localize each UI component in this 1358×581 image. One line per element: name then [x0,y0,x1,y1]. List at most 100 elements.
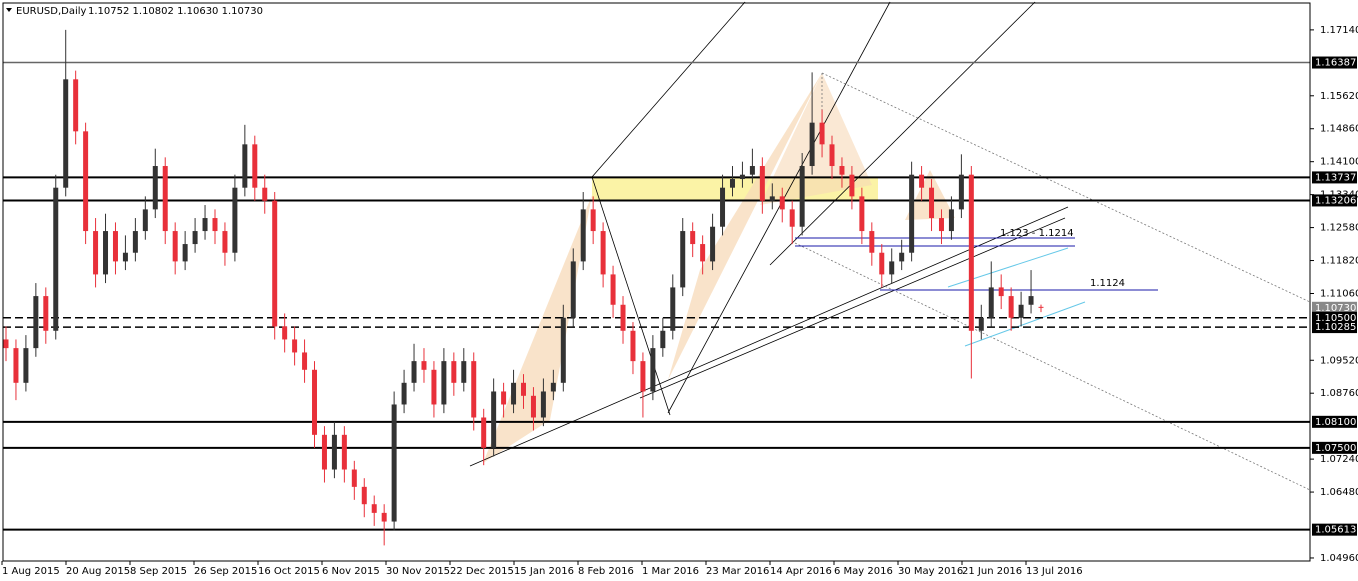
candle-body [690,231,696,245]
level-label-box [1312,415,1357,428]
candle-body [162,166,168,232]
pattern [668,73,822,380]
candle-body [511,382,517,405]
candle-body [321,434,327,470]
candle-body [1008,296,1014,318]
candle-body [998,287,1004,297]
candle-body [172,231,178,262]
level-label-box [1312,441,1357,454]
candle-body [580,209,586,262]
candle-body [759,166,765,201]
x-tick-label: 1 Mar 2016 [642,566,699,577]
candle-body [809,122,815,167]
candle-body [23,348,29,383]
candle-body [351,469,357,487]
level-label: 1.07500 [1315,443,1356,454]
candle-body [471,361,477,418]
candle-body [670,287,676,331]
annotation: 1.1124 [1090,278,1125,289]
candle-body [152,166,158,210]
candle-body [749,166,755,175]
level-label: 1.08100 [1315,417,1356,428]
candle-body [968,174,974,331]
candle-body [630,330,636,362]
y-tick-label: 1.07240 [1320,454,1358,465]
candle-body [779,196,785,210]
candle-body [550,382,556,392]
candle-body [540,391,546,418]
candle-body [909,174,915,253]
candle-body [988,287,994,318]
candle-body [1018,304,1024,318]
candle-body [302,352,308,370]
candle-body [421,361,427,370]
candle-body [948,209,954,232]
candle-body [938,218,944,232]
candle-body [929,187,935,219]
candle-body [521,382,526,396]
y-tick-label: 1.15620 [1320,91,1358,102]
zone-lines [795,237,1158,291]
candle-body [889,261,895,275]
level-label-box [1312,321,1357,334]
candle-body [590,209,596,232]
candle-body [491,391,497,448]
candle-body [262,187,268,201]
y-tick-label: 1.11060 [1320,288,1358,299]
candle-body [122,252,128,262]
annotation: 1.123 - 1.1214 [1000,228,1074,239]
candle-body [132,231,138,253]
candle-body [879,252,885,275]
candle-body [381,512,387,522]
candle-body [501,391,507,405]
candle-body [222,231,228,253]
x-tick-label: 13 Jul 2016 [1026,566,1083,577]
y-tick-label: 1.11820 [1320,256,1358,267]
candle-body [680,231,686,288]
level-label-box [1312,56,1357,69]
candle-body [570,261,576,318]
candle-body [112,231,118,262]
candle-body [182,244,188,262]
candle-body [232,187,238,253]
candle-body [142,209,148,232]
candle-body [192,231,198,245]
pattern [483,195,592,463]
candle-body [431,369,437,405]
x-tick-label: 14 Apr 2016 [770,566,832,577]
level-label: 1.10285 [1315,322,1356,333]
candle-body [441,361,447,405]
candle-body [739,174,745,180]
level-label: 1.13206 [1315,195,1356,206]
y-tick-label: 1.06480 [1320,487,1358,498]
level-label-box [1312,194,1357,207]
candle-body [292,339,298,353]
candle-body [43,296,49,331]
candle-body [411,361,417,383]
candle-body [242,144,248,188]
level-label-box [1312,171,1357,184]
candle-body [63,79,69,188]
chart-title: EURUSD,Daily [16,6,87,17]
level-label: 1.05613 [1315,525,1356,536]
level-label-box [1312,301,1357,314]
candle-body [3,339,9,349]
candle-body [341,434,347,470]
x-tick-label: 30 Nov 2015 [386,566,450,577]
candle-body [312,369,318,435]
x-tick-label: 22 Dec 2015 [450,566,514,577]
candle-body [1028,296,1034,305]
candle-body [978,317,984,331]
trend-lines [469,1,1069,467]
candle-body [600,231,606,275]
candle-body [710,226,716,262]
candle-body [461,361,467,383]
candle-body [1038,306,1044,308]
candle-body [252,144,258,188]
x-tick-label: 1 Aug 2015 [2,566,60,577]
y-tick-label: 1.17140 [1320,25,1358,36]
level-label: 1.16387 [1315,58,1356,69]
candle-body [13,348,19,383]
